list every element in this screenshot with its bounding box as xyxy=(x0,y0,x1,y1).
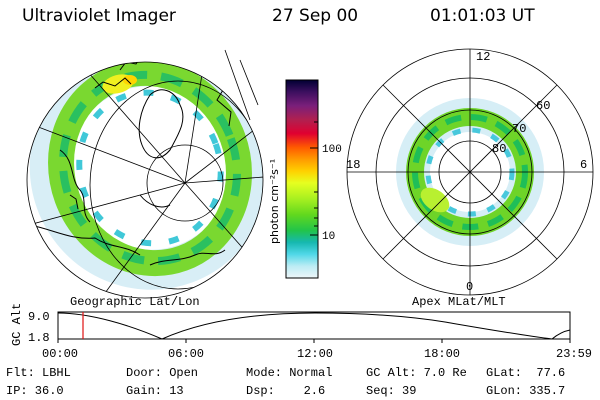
mlt-label-0: 0 xyxy=(466,280,473,294)
bright-spot-core xyxy=(123,75,137,85)
altitude-ylabel: GC Alt xyxy=(10,303,24,346)
filter-status: Flt: LBHL xyxy=(6,366,71,380)
oval-inner-edge xyxy=(76,89,224,247)
altitude-ticks xyxy=(57,339,571,343)
oval-band-detail xyxy=(59,70,241,266)
glat-status: GLat: 77.6 xyxy=(486,366,566,380)
mag-grid xyxy=(346,48,594,296)
mlat-label-80: 80 xyxy=(492,142,506,156)
gain-status: Gain: 13 xyxy=(126,384,184,398)
instrument-title: Ultraviolet Imager xyxy=(22,6,176,26)
colorbar-tick-100: 100 xyxy=(322,144,342,156)
mlt-label-12: 12 xyxy=(476,50,490,64)
gc-alt-status: GC Alt: 7.0 Re xyxy=(366,366,467,380)
time-label: 01:01:03 UT xyxy=(430,6,535,26)
time-tick-1800: 18:00 xyxy=(424,347,460,361)
colorbar-ticks xyxy=(310,121,318,236)
colorbar-tick-10: 10 xyxy=(322,231,335,243)
seq-status: Seq: 39 xyxy=(366,384,417,398)
dsp-status: Dsp: 2.6 xyxy=(246,384,326,398)
map-boundary xyxy=(26,61,264,299)
time-tick-0600: 06:00 xyxy=(168,347,204,361)
magnetic-polar-plot: 12 18 6 0 60 70 80 xyxy=(346,48,594,296)
mlat-label-70: 70 xyxy=(512,122,526,136)
outer-meridians xyxy=(224,49,259,121)
ip-status: IP: 36.0 xyxy=(6,384,64,398)
time-tick-0000: 00:00 xyxy=(42,347,78,361)
door-status: Door: Open xyxy=(126,366,199,380)
altitude-plot-frame xyxy=(57,311,571,340)
altitude-ytick-min: 1.8 xyxy=(28,331,50,345)
mlt-label-6: 6 xyxy=(580,158,587,172)
mode-status: Mode: Normal xyxy=(246,366,333,380)
mlt-label-18: 18 xyxy=(346,158,360,172)
right-panel-caption: Apex MLat/MLT xyxy=(412,295,506,309)
altitude-ytick-max: 9.0 xyxy=(28,310,50,324)
colorbar: 100 10 photon cm⁻²s⁻¹ xyxy=(268,79,342,279)
time-tick-1200: 12:00 xyxy=(297,347,333,361)
glon-status: GLon: 335.7 xyxy=(486,384,566,398)
geographic-map xyxy=(26,49,264,299)
altitude-plot: GC Alt 9.0 1.8 00:00 06:00 12:00 18:00 2… xyxy=(10,303,592,361)
mlat-label-60: 60 xyxy=(536,99,550,113)
time-tick-2359: 23:59 xyxy=(556,347,592,361)
colorbar-scale xyxy=(285,79,319,279)
mag-bright-patch xyxy=(420,187,450,213)
date-label: 27 Sep 00 xyxy=(272,6,359,26)
colorbar-unit-label: photon cm⁻²s⁻¹ xyxy=(268,159,281,244)
left-panel-caption: Geographic Lat/Lon xyxy=(70,295,200,309)
altitude-curve xyxy=(57,312,571,340)
